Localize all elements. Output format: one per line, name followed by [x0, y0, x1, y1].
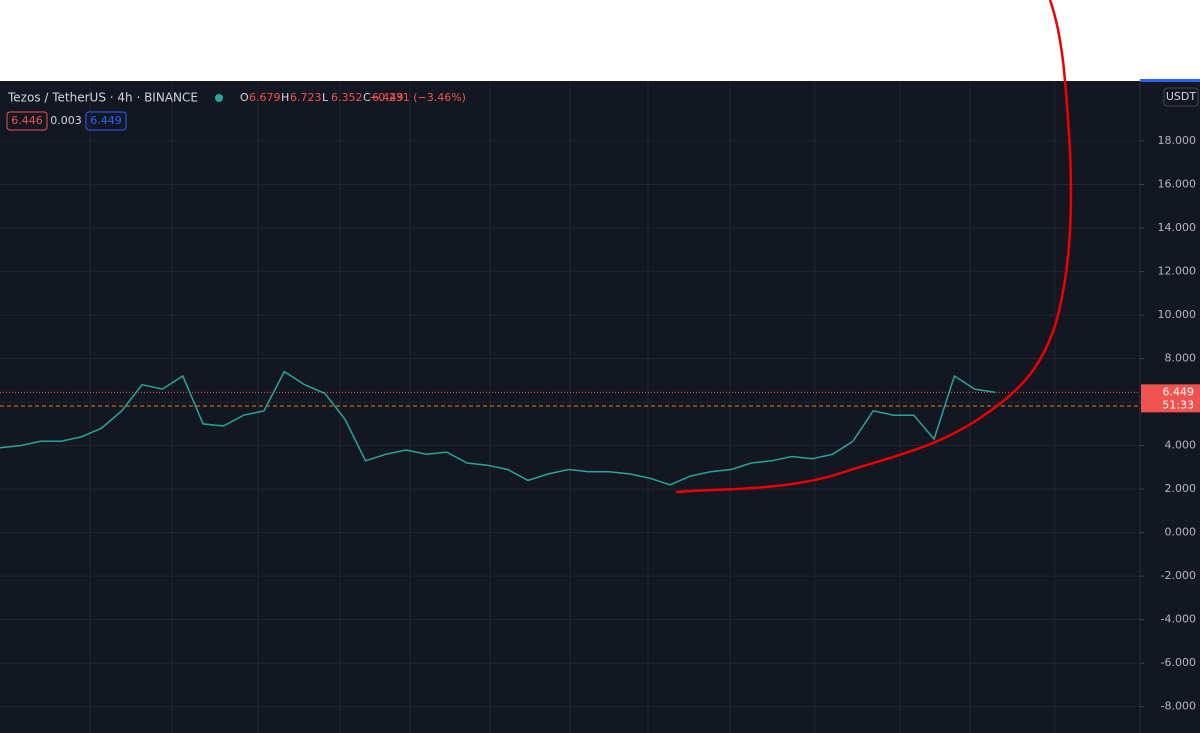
symbol[interactable]: Tezos / TetherUS · 4h · BINANCE — [7, 91, 198, 105]
bid[interactable]: 6.446 — [11, 114, 43, 127]
y-tick-label: 2.000 — [1165, 482, 1197, 495]
y-tick-label: 8.000 — [1165, 352, 1197, 365]
y-tick-label: 16.000 — [1158, 178, 1197, 191]
ask-box[interactable] — [85, 111, 127, 131]
y-tick-label: 18.000 — [1158, 134, 1197, 147]
ask[interactable]: 6.449 — [90, 114, 122, 127]
ohlc-value: 6.352 — [331, 91, 363, 104]
ohlc-key: H — [281, 91, 289, 104]
y-tick-label: -4.000 — [1161, 613, 1196, 626]
y-tick-label: -6.000 — [1161, 656, 1196, 669]
ohlc-key: L — [322, 91, 329, 104]
grid — [0, 81, 1144, 733]
ohlc-value: 6.679 — [249, 91, 281, 104]
hand-drawn-curve — [675, 0, 1073, 494]
currency-box[interactable] — [1163, 87, 1199, 107]
ohlc-key: O — [240, 91, 249, 104]
last-price-box — [1141, 384, 1200, 413]
countdown: 51:33 — [1162, 398, 1194, 411]
spread: 0.003 — [50, 114, 82, 127]
ohlc-key: C — [363, 91, 371, 104]
axis-highlight — [1140, 79, 1200, 82]
chart-background — [0, 81, 1200, 733]
currency[interactable]: USDT — [1166, 90, 1197, 103]
ohlc-value: 6.723 — [290, 91, 322, 104]
y-tick-label: 4.000 — [1165, 439, 1197, 452]
y-tick-label: 10.000 — [1158, 308, 1197, 321]
y-tick-label: -2.000 — [1161, 569, 1196, 582]
plot — [0, 370, 1140, 486]
bid-box[interactable] — [6, 111, 48, 131]
y-tick-label: -8.000 — [1161, 700, 1196, 713]
last-price-label: 6.449 — [1163, 385, 1195, 398]
y-tick-label: 12.000 — [1158, 265, 1197, 278]
y-tick-label: 0.000 — [1165, 526, 1197, 539]
ohlc-value: 6.449 — [372, 91, 404, 104]
ohlc: O 6.679 H 6.723 L 6.352 C 6.449 — [240, 91, 404, 104]
change: −0.231 (−3.46%) — [369, 91, 466, 104]
status-dot — [215, 94, 223, 102]
price-line — [0, 370, 996, 486]
y-tick-label: 14.000 — [1158, 221, 1197, 234]
